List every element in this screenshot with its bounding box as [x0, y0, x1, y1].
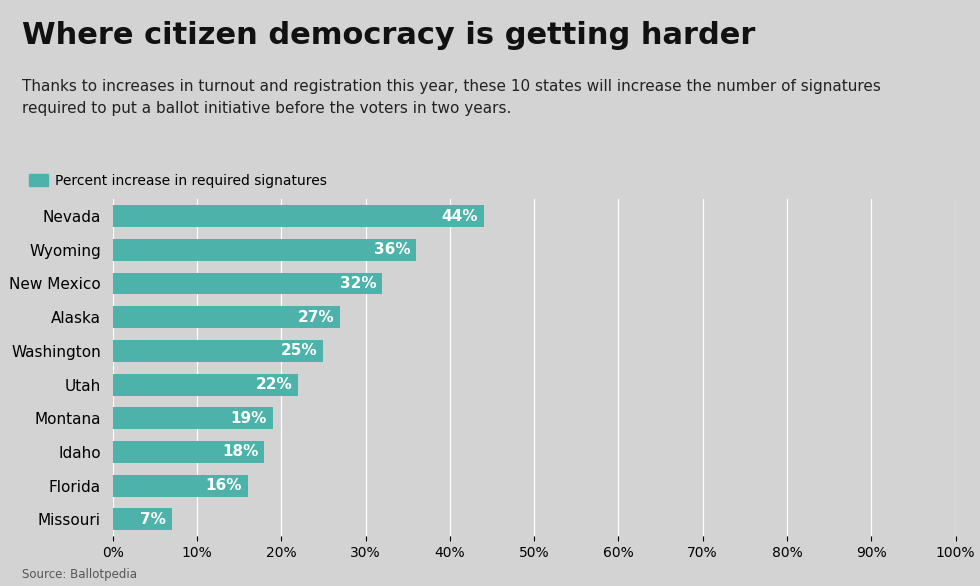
Text: 18%: 18% — [222, 444, 259, 459]
Legend: Percent increase in required signatures: Percent increase in required signatures — [28, 174, 326, 188]
Bar — [113, 407, 272, 429]
Text: 19%: 19% — [230, 411, 267, 426]
Text: Thanks to increases in turnout and registration this year, these 10 states will : Thanks to increases in turnout and regis… — [22, 79, 880, 116]
Bar — [113, 239, 416, 261]
Bar — [113, 306, 340, 328]
Text: 25%: 25% — [281, 343, 318, 359]
Bar — [113, 340, 323, 362]
Bar — [113, 441, 265, 463]
Text: Source: Ballotpedia: Source: Ballotpedia — [22, 568, 136, 581]
Bar — [113, 509, 172, 530]
Text: 27%: 27% — [298, 309, 334, 325]
Bar — [113, 374, 298, 396]
Text: 16%: 16% — [205, 478, 242, 493]
Bar — [113, 272, 382, 294]
Text: 22%: 22% — [256, 377, 292, 392]
Text: Where citizen democracy is getting harder: Where citizen democracy is getting harde… — [22, 21, 755, 49]
Text: 32%: 32% — [340, 276, 376, 291]
Text: 44%: 44% — [441, 209, 477, 224]
Bar — [113, 205, 483, 227]
Bar — [113, 475, 248, 496]
Text: 36%: 36% — [373, 242, 411, 257]
Text: 7%: 7% — [140, 512, 166, 527]
